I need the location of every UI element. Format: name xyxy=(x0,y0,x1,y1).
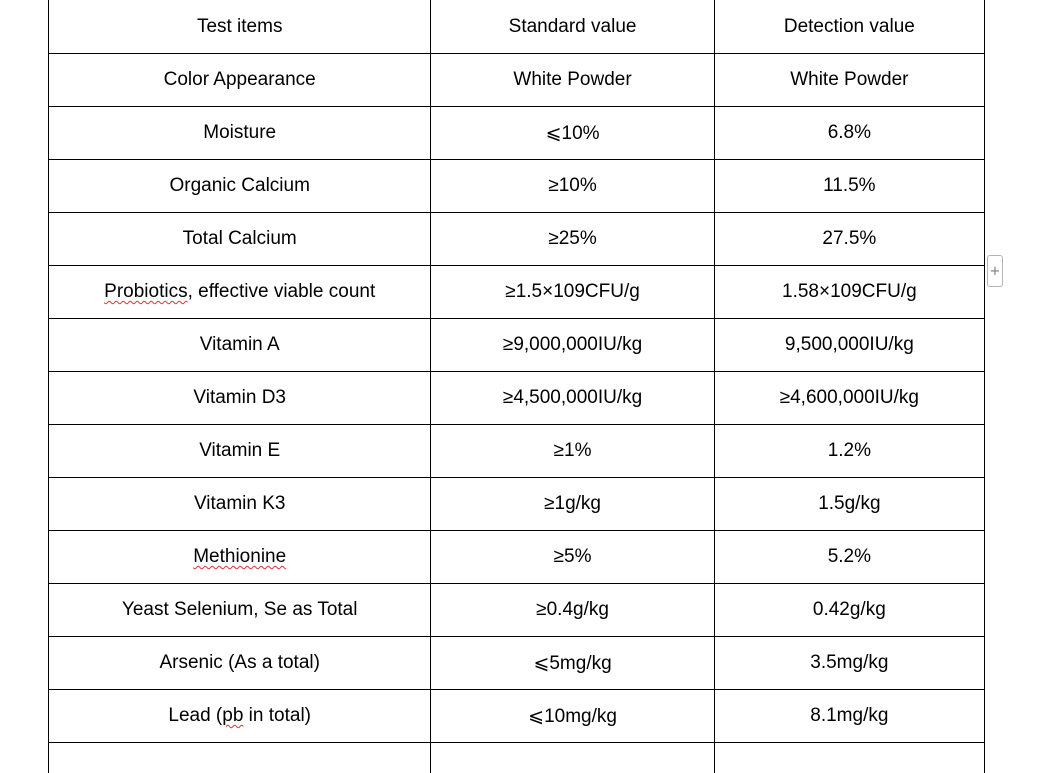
cell-test-item[interactable]: Organic Calcium xyxy=(49,160,431,213)
cell-test-item[interactable]: Vitamin E xyxy=(49,425,431,478)
cell-detection-value[interactable]: 11.5% xyxy=(714,160,984,213)
cell-detection-value[interactable]: ≥4,600,000IU/kg xyxy=(714,372,984,425)
cell-test-item[interactable]: Probiotics, effective viable count xyxy=(49,266,431,319)
add-column-button[interactable]: + xyxy=(987,255,1003,287)
cell-detection-value[interactable]: 1.2% xyxy=(714,425,984,478)
table-row: Vitamin K3 ≥1g/kg 1.5g/kg xyxy=(49,478,985,531)
cell-detection-value[interactable]: 9,500,000IU/kg xyxy=(714,319,984,372)
table-row: Color Appearance White Powder White Powd… xyxy=(49,54,985,107)
cell-standard-value[interactable]: ≥10% xyxy=(431,160,714,213)
cell-standard-value[interactable]: ≥25% xyxy=(431,213,714,266)
plus-icon: + xyxy=(990,264,1001,279)
cell-detection-value[interactable]: 3.5mg/kg xyxy=(714,637,984,690)
spellcheck-flagged-word: Methionine xyxy=(193,546,286,567)
cell-text: , effective viable count xyxy=(188,281,376,302)
header-test-items[interactable]: Test items xyxy=(49,0,431,54)
cell-standard-value[interactable]: ≥1g/kg xyxy=(431,478,714,531)
table-row: Vitamin D3 ≥4,500,000IU/kg ≥4,600,000IU/… xyxy=(49,372,985,425)
table-row: Vitamin A ≥9,000,000IU/kg 9,500,000IU/kg xyxy=(49,319,985,372)
table-row: Probiotics, effective viable count ≥1.5×… xyxy=(49,266,985,319)
cell-standard-value[interactable]: ≥4,500,000IU/kg xyxy=(431,372,714,425)
cell-detection-value[interactable]: 27.5% xyxy=(714,213,984,266)
cell-standard-value[interactable]: ≥5% xyxy=(431,531,714,584)
cell-text: Lead ( xyxy=(168,705,222,726)
cell-standard-value[interactable]: ⩽10% xyxy=(431,107,714,160)
test-results-table: Test items Standard value Detection valu… xyxy=(48,0,985,773)
cell-test-item[interactable]: Color Appearance xyxy=(49,54,431,107)
header-detection-value[interactable]: Detection value xyxy=(714,0,984,54)
cell-detection-value[interactable]: 1.58×109CFU/g xyxy=(714,266,984,319)
table-row: Yeast Selenium, Se as Total ≥0.4g/kg 0.4… xyxy=(49,584,985,637)
table-row: Arsenic (As a total) ⩽5mg/kg 3.5mg/kg xyxy=(49,637,985,690)
cell-detection-value[interactable]: 0.42g/kg xyxy=(714,584,984,637)
table-row: Lead (pb in total) ⩽10mg/kg 8.1mg/kg xyxy=(49,690,985,743)
cell-test-item[interactable]: Moisture xyxy=(49,107,431,160)
spellcheck-flagged-word: pb xyxy=(222,705,243,726)
cell-text: in total) xyxy=(243,705,311,726)
cell-standard-value[interactable]: ⩽5mg/kg xyxy=(431,637,714,690)
cell-test-item[interactable]: Vitamin D3 xyxy=(49,372,431,425)
table-row: Methionine ≥5% 5.2% xyxy=(49,531,985,584)
table-row: Moisture ⩽10% 6.8% xyxy=(49,107,985,160)
cell-test-item[interactable]: Arsenic (As a total) xyxy=(49,637,431,690)
spellcheck-flagged-word: Probiotics xyxy=(104,281,187,302)
cell-test-item[interactable]: Total Calcium xyxy=(49,213,431,266)
cell-detection-value[interactable]: 1.5g/kg xyxy=(714,478,984,531)
cell-test-item[interactable]: Yeast Selenium, Se as Total xyxy=(49,584,431,637)
cell-standard-value[interactable]: ≥1.5×109CFU/g xyxy=(431,266,714,319)
cell-detection-value[interactable]: 8.1mg/kg xyxy=(714,690,984,743)
cell-standard-value[interactable]: ≥9,000,000IU/kg xyxy=(431,319,714,372)
cell-standard-value[interactable]: ≥0.4g/kg xyxy=(431,584,714,637)
cell-test-item[interactable]: Vitamin K3 xyxy=(49,478,431,531)
cell-test-item[interactable]: Lead (pb in total) xyxy=(49,690,431,743)
header-standard-value[interactable]: Standard value xyxy=(431,0,714,54)
table-header-row: Test items Standard value Detection valu… xyxy=(49,0,985,54)
cell-detection-value[interactable]: 6.8% xyxy=(714,107,984,160)
table-row: Vitamin E ≥1% 1.2% xyxy=(49,425,985,478)
cell-standard-value[interactable]: ≥1% xyxy=(431,425,714,478)
cell-test-item[interactable]: Methionine xyxy=(49,531,431,584)
cell-test-item[interactable]: Vitamin A xyxy=(49,319,431,372)
cell-detection-value[interactable]: 5.2% xyxy=(714,531,984,584)
table-row: Organic Calcium ≥10% 11.5% xyxy=(49,160,985,213)
cell-standard-value[interactable]: White Powder xyxy=(431,54,714,107)
table-row: Total Calcium ≥25% 27.5% xyxy=(49,213,985,266)
cell-standard-value[interactable]: ⩽10mg/kg xyxy=(431,690,714,743)
cell-detection-value[interactable]: White Powder xyxy=(714,54,984,107)
